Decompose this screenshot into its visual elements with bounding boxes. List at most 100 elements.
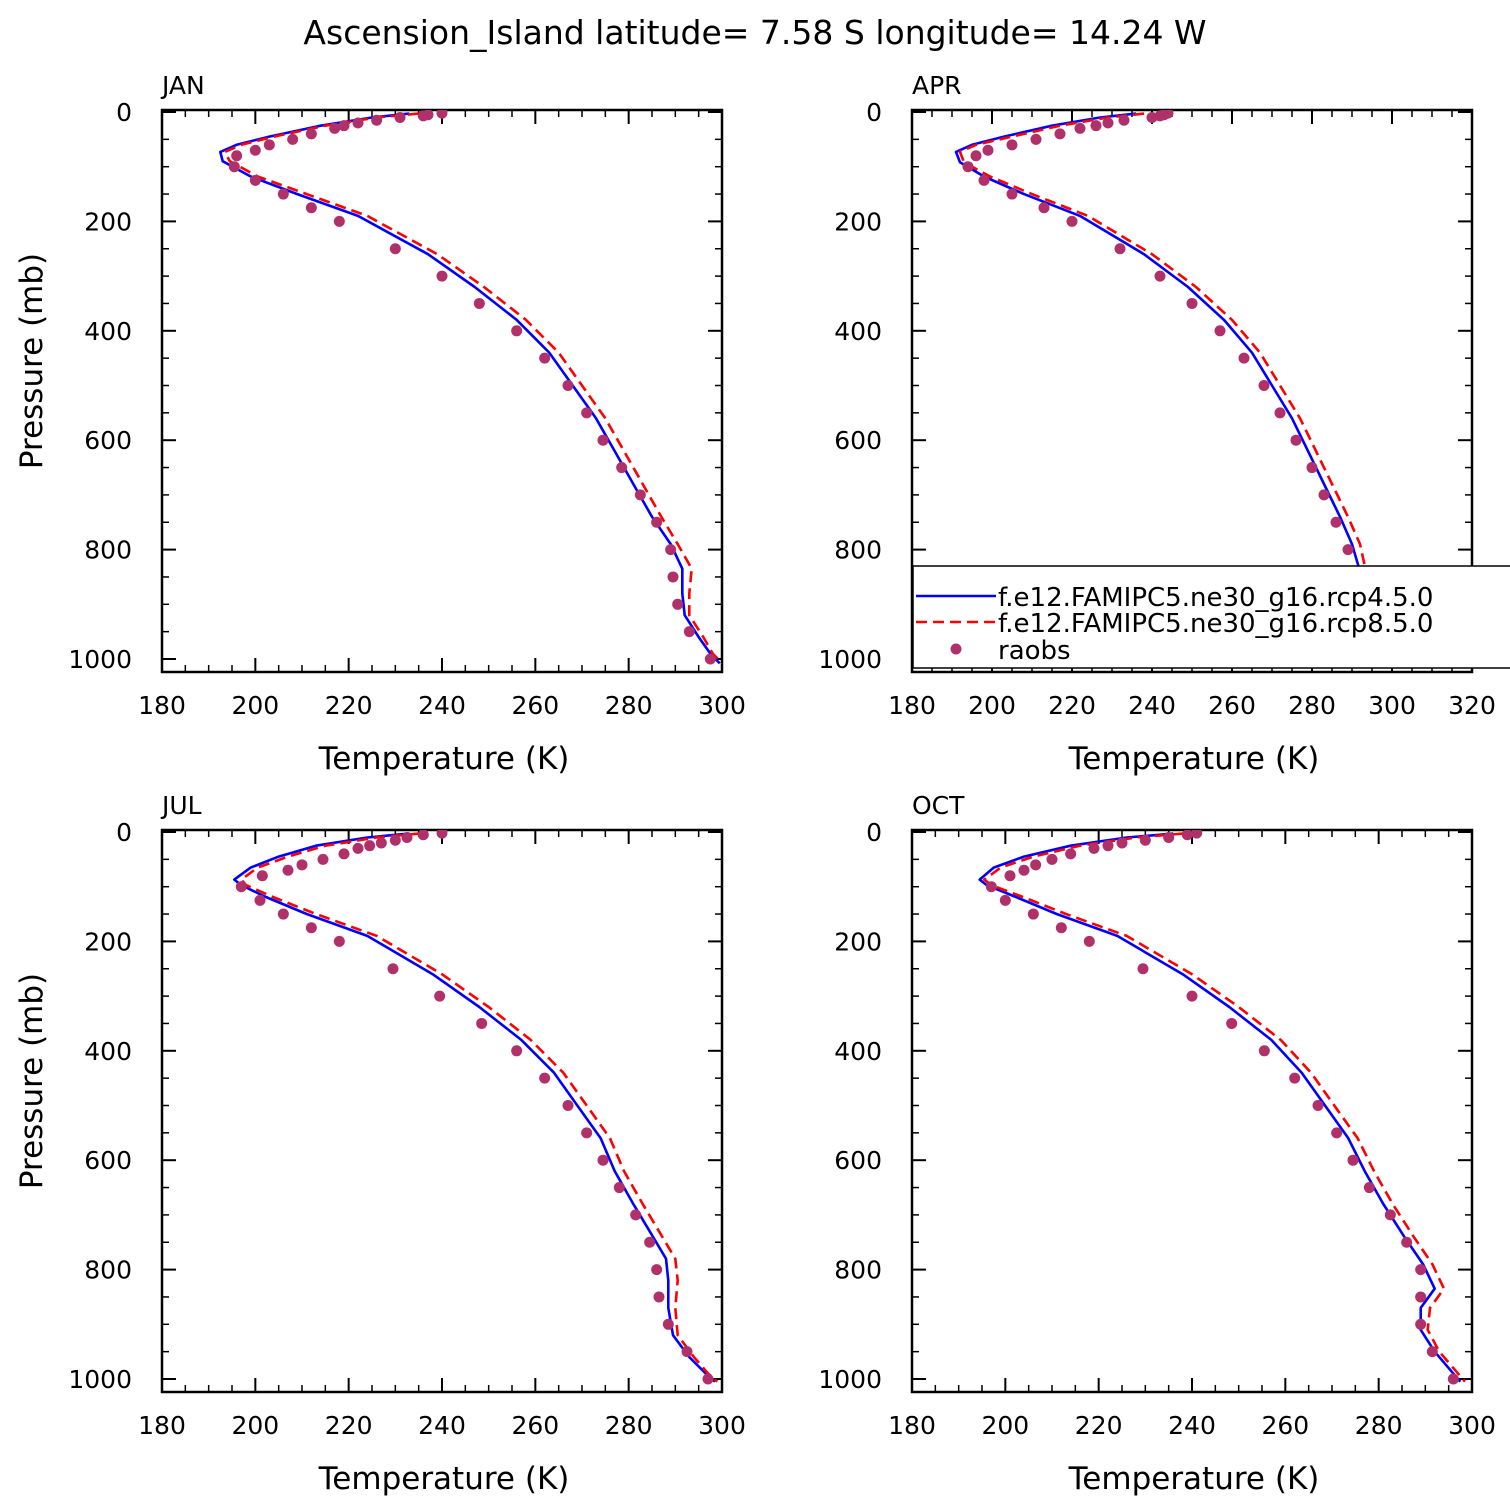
raobs-point bbox=[389, 834, 401, 846]
raobs-point bbox=[613, 1182, 625, 1194]
y-tick-label: 400 bbox=[84, 317, 132, 346]
x-tick-label: 220 bbox=[325, 1411, 373, 1440]
y-tick-label: 0 bbox=[866, 818, 882, 847]
x-axis-title: Temperature (K) bbox=[318, 741, 570, 777]
raobs-point bbox=[1154, 270, 1166, 282]
raobs-point bbox=[1088, 842, 1100, 854]
raobs-point bbox=[338, 848, 350, 860]
raobs-point bbox=[401, 831, 413, 843]
raobs-point bbox=[1186, 990, 1198, 1002]
raobs-point bbox=[1030, 859, 1042, 871]
raobs-point bbox=[704, 653, 716, 665]
raobs-point bbox=[1114, 243, 1126, 255]
raobs-point bbox=[1054, 128, 1066, 140]
raobs-point bbox=[702, 1373, 714, 1385]
raobs-point bbox=[231, 150, 243, 162]
raobs-point bbox=[667, 571, 679, 583]
raobs-point bbox=[305, 128, 317, 140]
series-line-rcp85 bbox=[983, 832, 1466, 1383]
raobs-point bbox=[597, 434, 609, 446]
raobs-point bbox=[1055, 922, 1067, 934]
raobs-point bbox=[1066, 215, 1078, 227]
raobs-point bbox=[634, 489, 646, 501]
x-tick-label: 180 bbox=[888, 1411, 936, 1440]
raobs-point bbox=[1331, 1127, 1343, 1139]
legend-marker-raobs bbox=[950, 643, 962, 655]
raobs-point bbox=[282, 864, 294, 876]
x-tick-label: 300 bbox=[698, 1411, 746, 1440]
raobs-point bbox=[1038, 202, 1050, 214]
raobs-point bbox=[1004, 870, 1016, 882]
panels-group: JAN 180 200 220 240 260 280 300 0 200 400 600 800 100… bbox=[14, 71, 1496, 1497]
y-tick-label: 0 bbox=[116, 818, 132, 847]
raobs-point bbox=[249, 174, 261, 186]
raobs-point bbox=[962, 161, 974, 173]
raobs-point bbox=[1118, 114, 1130, 126]
raobs-point bbox=[511, 1045, 523, 1057]
panel-label: JAN bbox=[160, 71, 205, 100]
legend: f.e12.FAMIPC5.ne30_g16.rcp4.5.0f.e12.FAM… bbox=[912, 565, 1510, 669]
raobs-point bbox=[1027, 908, 1039, 920]
raobs-point bbox=[539, 1072, 551, 1084]
raobs-point bbox=[1065, 848, 1077, 860]
panel-label: OCT bbox=[912, 791, 965, 820]
raobs-point bbox=[228, 161, 240, 173]
plot-area bbox=[233, 830, 719, 1385]
raobs-point bbox=[317, 853, 329, 865]
raobs-point bbox=[562, 1100, 574, 1111]
raobs-point bbox=[644, 1236, 656, 1248]
raobs-point bbox=[1447, 1373, 1459, 1385]
raobs-point bbox=[333, 935, 345, 947]
x-axis-title: Temperature (K) bbox=[1068, 1461, 1320, 1497]
x-tick-label: 260 bbox=[1208, 691, 1256, 720]
raobs-point bbox=[375, 837, 387, 849]
legend-label: f.e12.FAMIPC5.ne30_g16.rcp8.5.0 bbox=[998, 609, 1433, 639]
raobs-point bbox=[254, 894, 266, 906]
raobs-point bbox=[338, 120, 350, 132]
raobs-point bbox=[1139, 834, 1151, 846]
y-tick-label: 800 bbox=[84, 1256, 132, 1285]
raobs-point bbox=[651, 516, 663, 528]
raobs-point bbox=[651, 1264, 663, 1276]
raobs-point bbox=[417, 830, 429, 841]
series-line-rcp45 bbox=[978, 832, 1462, 1383]
raobs-point bbox=[581, 1127, 593, 1139]
y-tick-label: 200 bbox=[84, 927, 132, 956]
legend-label: raobs bbox=[998, 636, 1071, 666]
raobs-point bbox=[287, 133, 299, 145]
y-tick-label: 1000 bbox=[818, 645, 882, 674]
x-tick-label: 280 bbox=[1288, 691, 1336, 720]
raobs-point bbox=[985, 881, 997, 893]
x-tick-label: 240 bbox=[1168, 1411, 1216, 1440]
raobs-point bbox=[1083, 935, 1095, 947]
raobs-point bbox=[1238, 352, 1250, 364]
plot-frame bbox=[160, 828, 724, 1394]
panel-label: APR bbox=[912, 71, 962, 100]
series-line-rcp85 bbox=[223, 112, 722, 665]
y-tick-label: 0 bbox=[866, 98, 882, 127]
raobs-point bbox=[235, 881, 247, 893]
raobs-point bbox=[1289, 1072, 1301, 1084]
y-tick-label: 800 bbox=[834, 1256, 882, 1285]
raobs-point bbox=[1347, 1154, 1359, 1166]
y-tick-label: 1000 bbox=[68, 1365, 132, 1394]
raobs-point bbox=[277, 908, 289, 920]
x-tick-label: 260 bbox=[511, 1411, 559, 1440]
plot-frame bbox=[910, 828, 1474, 1394]
raobs-point bbox=[1330, 516, 1342, 528]
raobs-point bbox=[1274, 407, 1286, 419]
raobs-point bbox=[581, 407, 593, 419]
series-line-rcp45 bbox=[219, 112, 721, 665]
x-tick-label: 180 bbox=[138, 1411, 186, 1440]
raobs-point bbox=[1415, 1318, 1427, 1330]
x-axis-title: Temperature (K) bbox=[1068, 741, 1320, 777]
y-tick-label: 200 bbox=[84, 207, 132, 236]
raobs-point bbox=[1046, 853, 1058, 865]
x-tick-label: 300 bbox=[698, 691, 746, 720]
raobs-point bbox=[653, 1291, 665, 1303]
x-tick-label: 220 bbox=[1048, 691, 1096, 720]
y-tick-label: 400 bbox=[84, 1037, 132, 1066]
raobs-point bbox=[1312, 1100, 1324, 1111]
chart-panel-jul: JUL 180 200 220 240 260 280 300 0 200 400 600 800 100… bbox=[14, 791, 746, 1497]
